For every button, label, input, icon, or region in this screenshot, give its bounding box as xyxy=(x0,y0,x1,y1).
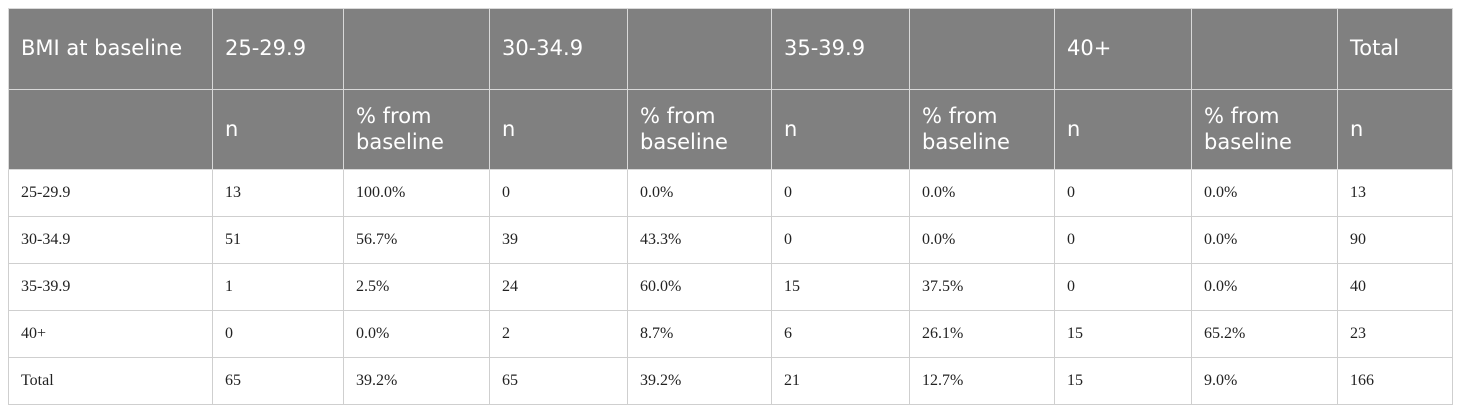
table-cell: 24 xyxy=(489,263,628,311)
header-cell: 30-34.9 xyxy=(489,8,628,90)
table-cell: 35-39.9 xyxy=(8,263,213,311)
table-cell: 65.2% xyxy=(1191,310,1338,358)
table-header: BMI at baseline 25-29.9 30-34.9 35-39.9 40+ T… xyxy=(8,8,1453,170)
table-cell: 43.3% xyxy=(627,216,772,264)
table-cell: 39.2% xyxy=(627,357,772,405)
table-cell: 39.2% xyxy=(343,357,490,405)
table-cell: 0.0% xyxy=(1191,216,1338,264)
table-cell: 60.0% xyxy=(627,263,772,311)
table-cell: 15 xyxy=(1054,310,1192,358)
table-row: 40+ 0 0.0% 2 8.7% 6 26.1% 15 65.2% 23 xyxy=(8,310,1453,358)
table-cell: 15 xyxy=(771,263,910,311)
table-cell: 40+ xyxy=(8,310,213,358)
header-cell: 40+ xyxy=(1054,8,1192,90)
subheader-cell: n xyxy=(1054,89,1192,170)
table-row: 25-29.9 13 100.0% 0 0.0% 0 0.0% 0 0.0% 13 xyxy=(8,169,1453,217)
table-row: Total 65 39.2% 65 39.2% 21 12.7% 15 9.0% 166 xyxy=(8,357,1453,405)
table-cell: 51 xyxy=(212,216,344,264)
header-cell-empty xyxy=(627,8,772,90)
header-cell-empty xyxy=(8,89,213,170)
bmi-table: BMI at baseline 25-29.9 30-34.9 35-39.9 40+ T… xyxy=(8,8,1453,405)
subheader-cell: % from baseline xyxy=(627,89,772,170)
table-cell: 15 xyxy=(1054,357,1192,405)
header-cell-empty xyxy=(343,8,490,90)
subheader-cell: n xyxy=(771,89,910,170)
header-row: BMI at baseline 25-29.9 30-34.9 35-39.9 40+ T… xyxy=(8,8,1453,90)
table-cell: 0.0% xyxy=(343,310,490,358)
subheader-row: n% from baseline n% from baseline n% from … xyxy=(8,89,1453,170)
table-cell: 0 xyxy=(1054,263,1192,311)
header-cell: 25-29.9 xyxy=(212,8,344,90)
table-cell: 8.7% xyxy=(627,310,772,358)
table-cell: 2 xyxy=(489,310,628,358)
subheader-cell: n xyxy=(212,89,344,170)
table-cell: 56.7% xyxy=(343,216,490,264)
table-cell: 0.0% xyxy=(1191,169,1338,217)
table-cell: 90 xyxy=(1337,216,1453,264)
table-cell: 1 xyxy=(212,263,344,311)
header-cell: BMI at baseline xyxy=(8,8,213,90)
table-cell: 0 xyxy=(1054,169,1192,217)
table-cell: 9.0% xyxy=(1191,357,1338,405)
table-cell: 0 xyxy=(212,310,344,358)
table-cell: 65 xyxy=(489,357,628,405)
header-cell-empty xyxy=(909,8,1055,90)
table-cell: 0 xyxy=(1054,216,1192,264)
table-cell: 12.7% xyxy=(909,357,1055,405)
table-cell: 37.5% xyxy=(909,263,1055,311)
table-cell: 0 xyxy=(771,169,910,217)
table-cell: 166 xyxy=(1337,357,1453,405)
table-cell: 6 xyxy=(771,310,910,358)
table-row: 30-34.9 51 56.7% 39 43.3% 0 0.0% 0 0.0% 90 xyxy=(8,216,1453,264)
table-cell: 30-34.9 xyxy=(8,216,213,264)
table-cell: 23 xyxy=(1337,310,1453,358)
table-cell: 100.0% xyxy=(343,169,490,217)
table-cell: 65 xyxy=(212,357,344,405)
subheader-cell: % from baseline xyxy=(343,89,490,170)
table-body: 25-29.9 13 100.0% 0 0.0% 0 0.0% 0 0.0% 13 30-34.9 5… xyxy=(8,169,1453,405)
header-cell: Total xyxy=(1337,8,1453,90)
table-cell: 26.1% xyxy=(909,310,1055,358)
subheader-cell: % from baseline xyxy=(909,89,1055,170)
table-cell: 25-29.9 xyxy=(8,169,213,217)
table-cell: 40 xyxy=(1337,263,1453,311)
subheader-cell: n xyxy=(489,89,628,170)
header-cell-empty xyxy=(1191,8,1338,90)
table-cell: 0.0% xyxy=(1191,263,1338,311)
subheader-cell: % from baseline xyxy=(1191,89,1338,170)
table-cell: 13 xyxy=(212,169,344,217)
table-cell: 21 xyxy=(771,357,910,405)
table-cell: 0 xyxy=(489,169,628,217)
table-cell: 13 xyxy=(1337,169,1453,217)
table-cell: 0 xyxy=(771,216,910,264)
table-cell: Total xyxy=(8,357,213,405)
header-cell: 35-39.9 xyxy=(771,8,910,90)
table-cell: 0.0% xyxy=(909,216,1055,264)
table-cell: 0.0% xyxy=(627,169,772,217)
table-cell: 39 xyxy=(489,216,628,264)
table-row: 35-39.9 1 2.5% 24 60.0% 15 37.5% 0 0.0% 40 xyxy=(8,263,1453,311)
subheader-cell: n xyxy=(1337,89,1453,170)
table-cell: 2.5% xyxy=(343,263,490,311)
table-cell: 0.0% xyxy=(909,169,1055,217)
